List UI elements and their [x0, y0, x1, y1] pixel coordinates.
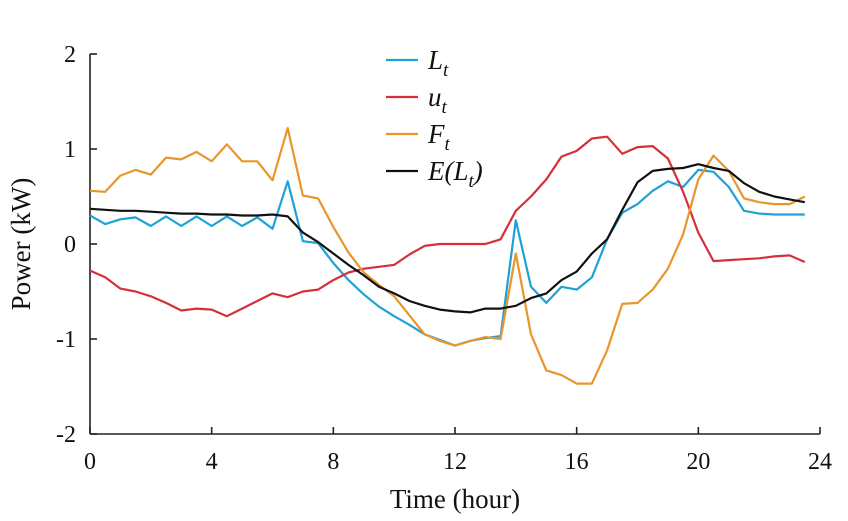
series-line-f-t	[89, 127, 806, 385]
legend-label: Ft	[427, 119, 451, 155]
legend-label: ut	[428, 82, 448, 118]
y-tick-label: 0	[64, 232, 76, 258]
legend-label: E(Lt)	[427, 156, 483, 192]
x-tick-label: 8	[327, 449, 339, 475]
y-tick-label: 1	[64, 137, 76, 163]
series-line-u-t	[89, 135, 806, 318]
x-tick-label: 16	[565, 449, 589, 475]
x-axis-ticks: 0 4 8 12 16 20 24	[84, 427, 832, 475]
legend-label: Lt	[427, 45, 449, 81]
y-tick-label: 2	[64, 42, 76, 68]
y-axis-label: Power (kW)	[6, 178, 36, 311]
x-tick-label: 0	[84, 449, 96, 475]
y-axis-ticks: -2 -1 0 1 2	[56, 42, 97, 448]
x-tick-label: 24	[808, 449, 832, 475]
y-tick-label: -2	[56, 422, 76, 448]
series-line-l-t	[89, 168, 805, 347]
plot-area	[89, 127, 806, 385]
x-tick-label: 4	[206, 449, 218, 475]
series-line-e-l-t	[89, 163, 805, 314]
y-tick-label: -1	[56, 327, 76, 353]
x-tick-label: 12	[443, 449, 467, 475]
x-axis-label: Time (hour)	[390, 484, 520, 514]
x-tick-label: 20	[686, 449, 710, 475]
